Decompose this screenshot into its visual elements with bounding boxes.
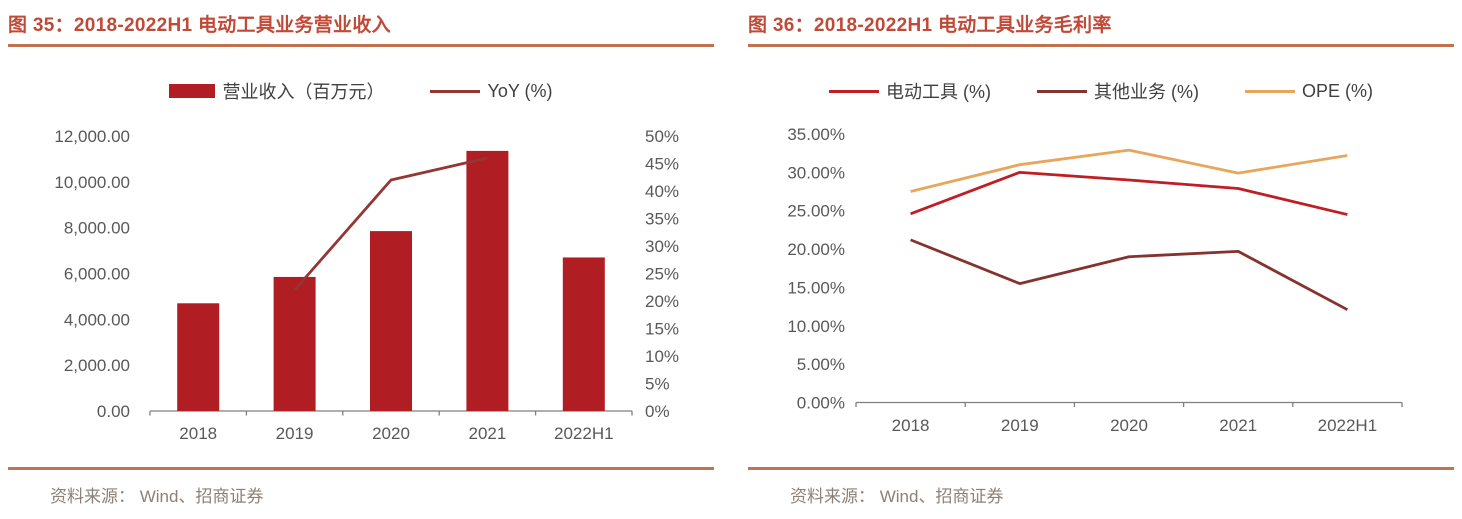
legend-item-1-2: OPE (%) [1244, 80, 1373, 102]
x-tick-label: 2020 [372, 424, 410, 443]
figure-35-title-rule [8, 44, 714, 47]
legend-label: YoY (%) [487, 80, 553, 101]
right-y-tick-label: 50% [645, 127, 679, 146]
right-y-tick-label: 15% [645, 320, 679, 339]
y-tick-label: 25.00% [787, 202, 845, 221]
x-tick-label: 2018 [179, 424, 217, 443]
left-y-tick-label: 12,000.00 [54, 127, 130, 146]
figure-35: 图 35：2018-2022H1 电动工具业务营业收入 营业收入（百万元） YoY… [8, 10, 714, 510]
figure-35-chart: 0.00 2,000.00 4,000.00 6,000.00 8,000.00 10,0… [54, 127, 679, 443]
line-series-2 [910, 148, 1348, 193]
y-tick-label: 20.00% [787, 240, 845, 259]
figure-36-bottom-rule [748, 467, 1454, 470]
figure-35-bottom-rule [8, 467, 714, 470]
bar-2018 [177, 303, 220, 411]
legend-line-swatch [828, 89, 879, 93]
figure-35-source: 资料来源： Wind、招商证券 [50, 487, 264, 506]
left-y-tick-label: 8,000.00 [64, 219, 130, 238]
figure-36: 图 36：2018-2022H1 电动工具业务毛利率 电动工具 (%) 其他业务 … [748, 10, 1454, 510]
left-y-tick-label: 10,000.00 [54, 173, 130, 192]
bar-2020 [370, 231, 412, 411]
right-y-tick-label: 0% [645, 402, 670, 421]
legend-line-swatch [1036, 89, 1087, 93]
figure-36-chart: 0.00% 5.00% 10.00% 15.00% 20.00% 25.00% 30.00%… [787, 125, 1403, 435]
figure-35-legend: 营业收入（百万元） YoY (%) [8, 78, 714, 104]
x-tick-label: 2021 [468, 424, 506, 443]
figure-35-title: 图 35：2018-2022H1 电动工具业务营业收入 [8, 15, 391, 36]
bar-2021 [466, 150, 509, 412]
right-y-tick-label: 45% [645, 155, 679, 174]
legend-bar-swatch [169, 84, 216, 98]
bar-2019 [273, 276, 316, 411]
line-series-0 [910, 170, 1348, 216]
legend-item-0-0: 营业收入（百万元） [169, 78, 384, 104]
figure-36-legend: 电动工具 (%) 其他业务 (%) OPE (%) [748, 78, 1454, 104]
figure-36-title-rule [748, 44, 1454, 47]
right-y-tick-label: 40% [645, 182, 679, 201]
bar-2022H1 [562, 257, 605, 411]
x-tick-label: 2022H1 [1318, 416, 1378, 435]
left-y-tick-label: 6,000.00 [64, 265, 130, 284]
left-y-tick-label: 4,000.00 [64, 310, 130, 329]
y-tick-label: 0.00% [797, 394, 845, 413]
x-tick-label: 2019 [276, 424, 314, 443]
legend-line-swatch [430, 89, 481, 93]
x-tick-label: 2022H1 [554, 424, 614, 443]
x-tick-label: 2020 [1110, 416, 1148, 435]
left-y-tick-label: 2,000.00 [64, 356, 130, 375]
legend-item-0-1: YoY (%) [430, 80, 553, 102]
y-tick-label: 15.00% [787, 278, 845, 297]
y-tick-label: 35.00% [787, 125, 845, 144]
legend-label: 电动工具 (%) [885, 82, 991, 102]
y-tick-label: 10.00% [787, 317, 845, 336]
x-tick-label: 2019 [1001, 416, 1039, 435]
x-tick-label: 2018 [892, 416, 930, 435]
y-tick-label: 30.00% [787, 163, 845, 182]
legend-line-swatch [1244, 89, 1295, 93]
legend-item-1-1: 其他业务 (%) [1036, 78, 1199, 104]
line-series-1 [910, 238, 1349, 311]
legend-label: OPE (%) [1301, 80, 1373, 101]
right-y-tick-label: 10% [645, 347, 679, 366]
x-tick-label: 2021 [1219, 416, 1257, 435]
legend-item-1-0: 电动工具 (%) [828, 78, 991, 104]
figure-36-title: 图 36：2018-2022H1 电动工具业务毛利率 [748, 15, 1112, 36]
right-y-tick-label: 30% [645, 237, 679, 256]
y-tick-label: 5.00% [797, 355, 845, 374]
legend-label: 营业收入（百万元） [222, 82, 385, 102]
right-y-tick-label: 20% [645, 292, 679, 311]
right-y-tick-label: 5% [645, 375, 670, 394]
right-y-tick-label: 25% [645, 265, 679, 284]
legend-label: 其他业务 (%) [1093, 82, 1199, 102]
right-y-tick-label: 35% [645, 210, 679, 229]
figure-36-source: 资料来源： Wind、招商证券 [790, 487, 1004, 506]
left-y-tick-label: 0.00 [97, 402, 130, 421]
yoy-line-series [293, 156, 488, 291]
